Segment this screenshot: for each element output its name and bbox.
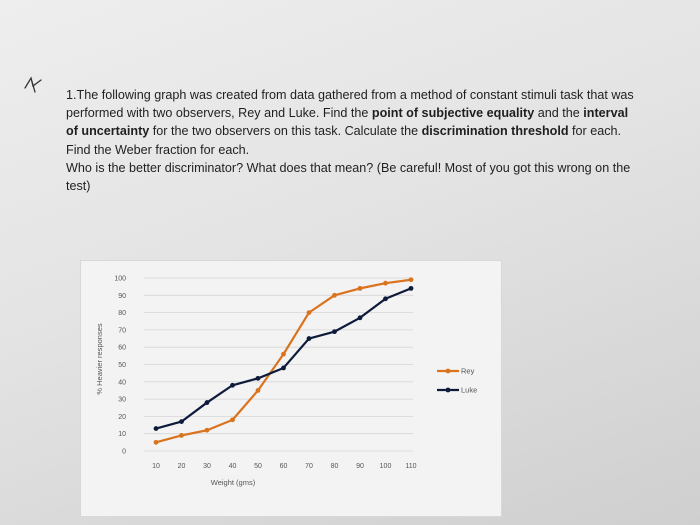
x-tick-label: 40	[229, 463, 237, 470]
data-point	[255, 375, 261, 381]
legend-marker	[445, 368, 451, 374]
legend-item-luke: Luke	[437, 386, 477, 395]
series-lines	[153, 277, 414, 445]
y-tick-label: 70	[118, 327, 126, 334]
chart-frame: 0 10 20 30 40 50 60 70 80 90 100 10 20 30 40 50 60 70 80 9…	[80, 260, 502, 517]
data-point	[383, 296, 388, 302]
data-point	[281, 351, 286, 357]
data-point	[383, 280, 388, 286]
data-point	[230, 417, 235, 423]
question-tail: for each. Find the Weber fraction for ea…	[66, 124, 622, 157]
x-tick-label: 80	[331, 463, 339, 470]
x-tick-label: 90	[356, 463, 364, 470]
series-luke	[153, 285, 414, 431]
question-intro: The following graph was created from dat…	[66, 88, 634, 121]
y-tick-label: 100	[114, 276, 126, 283]
data-point	[179, 419, 184, 424]
data-point	[204, 400, 210, 405]
y-tick-label: 20	[118, 414, 126, 421]
y-tick-label: 50	[118, 362, 126, 369]
y-axis-label: % Heavier responses	[95, 323, 104, 395]
y-tick-label: 30	[118, 397, 126, 404]
legend: Rey Luke	[437, 367, 477, 395]
data-point	[332, 329, 337, 335]
y-tick-label: 80	[118, 310, 126, 317]
question-paragraph-2: Who is the better discriminator? What do…	[66, 160, 631, 194]
data-point	[408, 277, 414, 283]
y-tick-label: 10	[118, 431, 126, 438]
x-tick-label: 20	[178, 463, 186, 470]
x-tick-label: 50	[254, 463, 262, 470]
y-tick-label: 90	[118, 293, 126, 300]
handwritten-check-icon	[24, 76, 42, 93]
x-tick-label: 10	[152, 463, 160, 470]
data-point	[153, 426, 159, 431]
data-point	[281, 365, 286, 371]
x-tick-label: 30	[203, 463, 211, 470]
data-point	[357, 285, 363, 291]
question-and: and the	[537, 106, 580, 121]
x-tick-label: 100	[380, 463, 392, 470]
data-point	[179, 433, 184, 438]
data-point	[153, 439, 159, 445]
psychometric-chart: 0 10 20 30 40 50 60 70 80 90 100 10 20 30 40 50 60 70 80 9…	[95, 276, 477, 488]
grid-lines	[144, 277, 413, 452]
x-tick-label: 110	[405, 463, 416, 470]
question-text: 1.The following graph was created from d…	[66, 86, 641, 195]
data-point	[306, 336, 312, 341]
data-point	[306, 310, 312, 315]
y-tick-label: 0	[122, 449, 126, 456]
data-point	[230, 382, 235, 388]
y-tick-label: 40	[118, 379, 126, 386]
data-point	[332, 292, 337, 298]
question-mid: for the two observers on this task. Calc…	[152, 124, 419, 139]
data-point	[255, 388, 261, 393]
series-line	[155, 278, 412, 444]
y-tick-label: 60	[118, 345, 126, 352]
legend-label: Rey	[461, 367, 475, 376]
legend-marker	[445, 387, 451, 393]
x-tick-label: 70	[305, 463, 313, 470]
data-point	[357, 315, 363, 321]
series-line	[155, 287, 412, 430]
legend-item-rey: Rey	[437, 367, 475, 376]
y-tick-labels: 0 10 20 30 40 50 60 70 80 90 100	[114, 276, 126, 456]
data-point	[408, 285, 414, 291]
legend-label: Luke	[461, 386, 477, 395]
data-point	[204, 427, 210, 433]
series-rey	[153, 277, 414, 445]
term-pse: point of subjective equality	[371, 106, 535, 121]
x-axis-label: Weight (gms)	[211, 478, 256, 487]
term-interval-of-uncertainty: interval of uncertainty	[66, 106, 629, 139]
x-tick-label: 60	[280, 463, 288, 470]
x-tick-labels: 10 20 30 40 50 60 70 80 90 100 110	[152, 463, 417, 470]
term-discrimination-threshold: discrimination threshold	[421, 124, 569, 139]
question-number: 1.	[66, 88, 77, 102]
question-paragraph-1: 1.The following graph was created from d…	[66, 86, 641, 159]
